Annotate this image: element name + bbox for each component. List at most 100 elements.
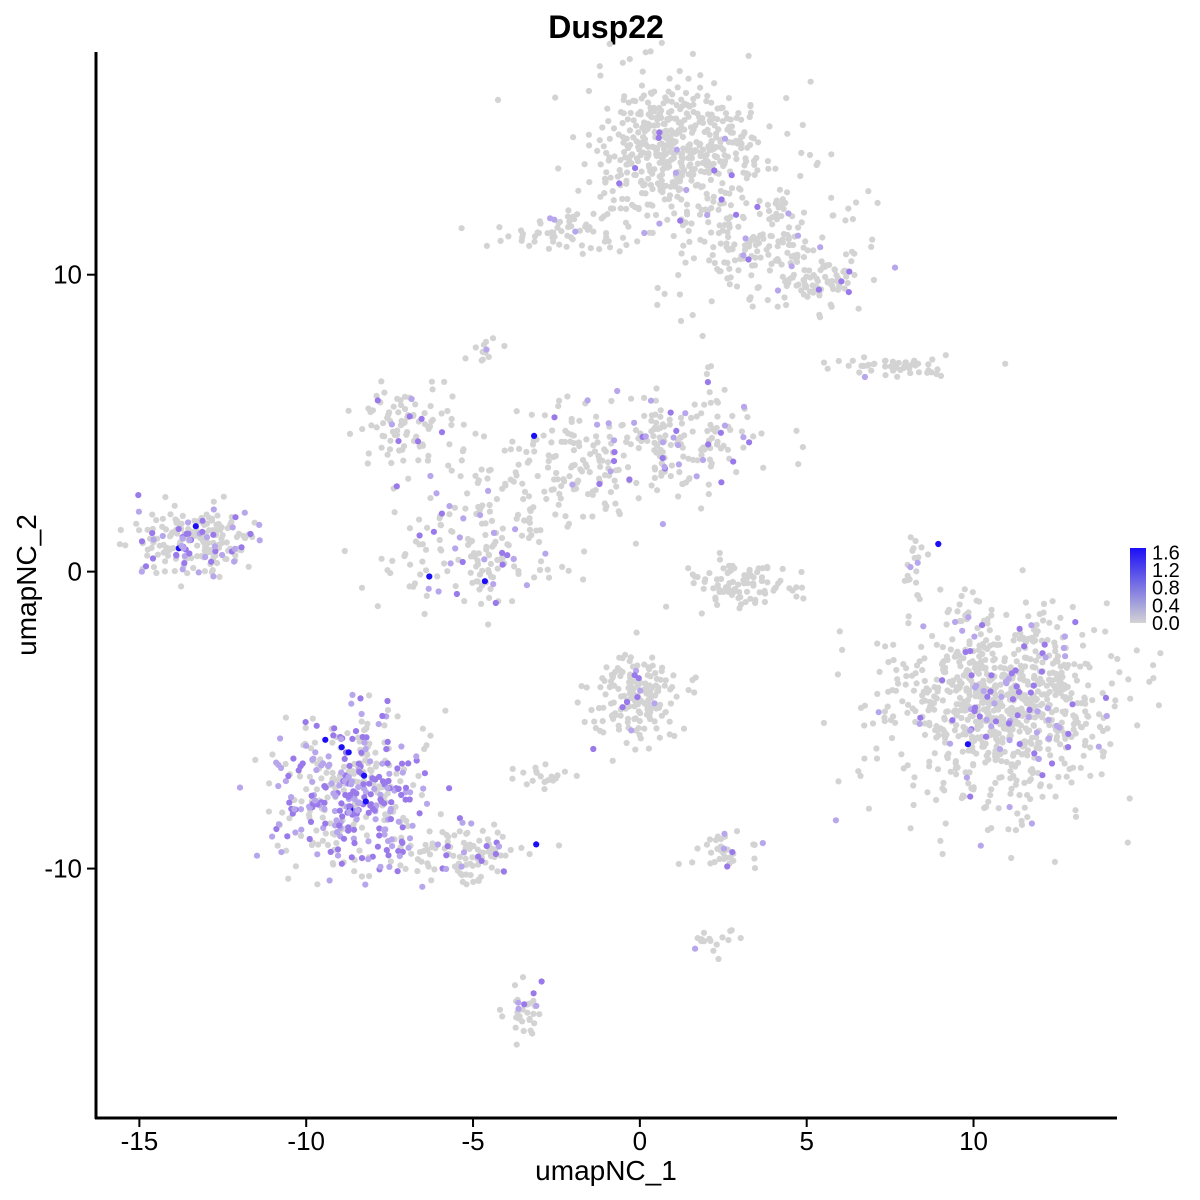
cell-point-big-right — [1011, 650, 1018, 658]
cell-point-mid-center — [579, 456, 587, 464]
cell-point-top-right — [555, 165, 562, 172]
cell-point-mid-lower — [510, 563, 518, 570]
cell-point-lower-left-tail — [424, 860, 431, 867]
cell-point-lower-small-b — [706, 836, 714, 843]
cell-point-top-right — [737, 186, 744, 193]
cell-point-lower-left — [366, 692, 373, 699]
cell-point-mid-lower — [482, 531, 489, 539]
cell-point-lower-center — [615, 722, 622, 729]
cell-point-mid-lower — [510, 556, 517, 563]
cell-point-lower-left — [354, 807, 361, 814]
cell-point-big-right — [1028, 701, 1035, 708]
cell-point-mid-left-arm — [396, 447, 403, 454]
cell-point-mid-right-arm — [651, 447, 658, 454]
cell-point-top-right — [721, 135, 729, 142]
cell-point-top-right — [604, 105, 611, 112]
cell-point-lower-left — [407, 789, 414, 796]
cell-point-big-right — [1085, 682, 1092, 689]
cell-point-big-right — [949, 636, 956, 643]
cell-point-lower-left — [292, 863, 299, 870]
cell-point-top-right — [724, 153, 732, 160]
cell-point-top-right — [627, 109, 634, 117]
legend-tick-label: 1.6 — [1152, 542, 1180, 564]
cell-point-top-right — [667, 183, 674, 190]
cell-point-lower-left — [423, 800, 431, 807]
cell-point-big-right — [1017, 662, 1024, 669]
cell-point-top-right — [627, 152, 634, 159]
cell-point-big-right — [1033, 744, 1040, 751]
cell-point-mid-right-arm — [699, 332, 706, 340]
cell-point-top-right — [586, 179, 593, 186]
cell-point-big-right — [873, 755, 881, 762]
cell-point-mid-center — [557, 495, 564, 502]
cell-point-lower-left — [396, 853, 403, 860]
cell-point-lower-left — [346, 803, 353, 810]
cell-point-left-cluster — [210, 506, 217, 513]
cell-point-big-right — [1049, 598, 1056, 605]
cell-point-right-strand — [894, 373, 901, 380]
cell-point-big-right — [865, 805, 873, 812]
cell-point-right-strand — [860, 362, 867, 370]
cell-point-top-right-end — [790, 271, 798, 278]
cell-point-top-right-tail — [741, 246, 749, 253]
cell-point-big-right — [949, 681, 956, 688]
cell-point-big-right — [1155, 702, 1162, 709]
cell-point-big-right — [941, 716, 948, 723]
cell-point-big-right — [980, 687, 987, 695]
cell-point-lower-left — [348, 781, 355, 788]
cell-point-lower-left — [358, 718, 365, 725]
cell-point-lower-left — [376, 832, 383, 839]
cell-point-big-right — [994, 635, 1001, 642]
cell-point-lower-left — [323, 769, 330, 776]
cell-point-big-right — [996, 746, 1004, 753]
cell-point-mid-center — [526, 519, 534, 526]
cell-point-big-right — [1005, 826, 1012, 833]
cell-point-top-right — [679, 133, 687, 141]
cell-point-mid-right-arm — [673, 427, 680, 434]
cell-point-lower-center — [609, 674, 616, 681]
cell-point-right-small — [907, 534, 914, 541]
cell-point-mid-right-arm — [653, 385, 660, 392]
cell-point-lower-left — [355, 760, 362, 767]
cell-point-lower-left — [362, 746, 369, 753]
cell-point-mid-lower — [526, 515, 533, 522]
cell-point-top-left-strand — [551, 216, 558, 223]
cell-point-right-strand — [908, 361, 916, 368]
cell-point-big-right — [1056, 688, 1063, 696]
cell-point-mid-right-arm — [576, 443, 583, 450]
cell-point-top-left-strand — [519, 230, 527, 238]
cell-point-lower-left-tail — [443, 865, 450, 873]
cell-point-big-right — [1006, 710, 1013, 718]
cell-point-arc-cluster — [727, 567, 735, 574]
cell-point-big-right — [970, 786, 977, 793]
cell-point-mid-right-arm — [667, 409, 674, 416]
cell-point-left-cluster — [256, 521, 263, 529]
cell-point-mid-center — [562, 513, 569, 520]
cell-point-big-right — [982, 664, 989, 672]
cell-point-big-right — [1157, 650, 1164, 657]
cell-point-lower-left-tail — [467, 860, 474, 867]
cell-point-top-right-end — [836, 283, 843, 290]
cell-point-top-right — [658, 140, 665, 147]
cell-point-arc-cluster — [685, 565, 692, 572]
cell-point-big-right — [1026, 706, 1033, 714]
cell-point-big-right — [963, 774, 971, 781]
cell-point-mid-right-arm — [721, 422, 729, 429]
cell-point-arc-cluster — [710, 585, 717, 592]
cell-point-lower-left — [329, 739, 336, 746]
cell-point-top-right-tail — [735, 267, 742, 274]
cell-point-big-right — [921, 655, 928, 662]
cell-point-big-right — [988, 786, 995, 793]
cell-point-lower-left — [345, 808, 353, 816]
cell-point-lower-center — [590, 745, 597, 753]
cell-point-big-right — [964, 716, 971, 723]
cell-point-top-right — [656, 104, 663, 111]
cell-point-mid-lower — [459, 558, 466, 566]
cell-point-big-right — [939, 644, 947, 651]
cell-point-mid-lower — [460, 515, 467, 522]
cell-point-big-right — [1124, 839, 1131, 846]
cell-point-big-right — [898, 751, 905, 758]
cell-point-big-right — [926, 763, 933, 770]
cell-point-mid-lower — [498, 534, 506, 542]
cell-point-right-strand — [870, 361, 877, 368]
